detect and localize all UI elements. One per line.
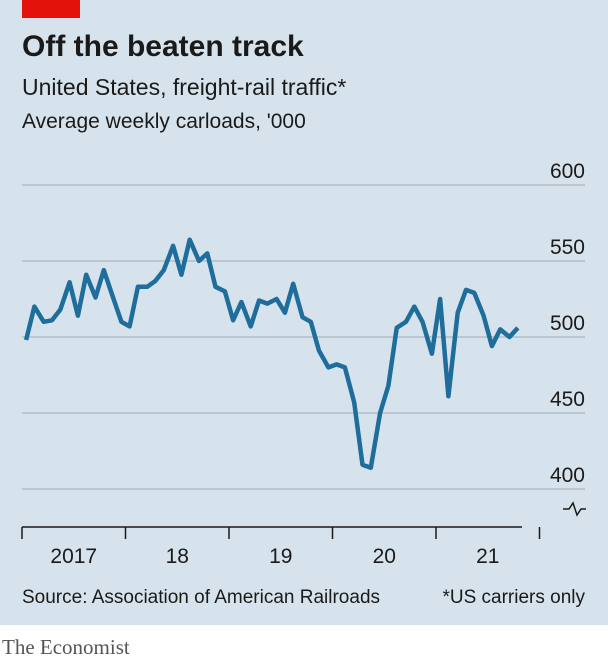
chart-subtitle: United States, freight-rail traffic*	[22, 74, 346, 100]
x-tick-label: 2017	[50, 545, 97, 568]
x-tick-label: 19	[269, 545, 292, 568]
x-tick-label: 21	[476, 545, 499, 568]
chart-title: Off the beaten track	[22, 30, 304, 63]
x-tick-label: 20	[373, 545, 396, 568]
y-tick-label: 500	[550, 312, 585, 335]
brand: The Economist	[2, 635, 130, 659]
y-tick-label: 400	[550, 464, 585, 487]
note: *US carriers only	[442, 587, 585, 608]
brand-strip	[0, 625, 608, 662]
y-tick-label: 450	[550, 388, 585, 411]
data-line	[23, 237, 520, 470]
y-tick-label: 550	[550, 236, 585, 259]
background	[0, 0, 608, 625]
x-tick-label: 18	[166, 545, 189, 568]
red-tag	[22, 0, 80, 18]
y-tick-label: 600	[550, 160, 585, 183]
source: Source: Association of American Railroad…	[22, 587, 380, 608]
axis-break	[563, 501, 586, 517]
y-axis-label: Average weekly carloads, '000	[22, 110, 306, 133]
